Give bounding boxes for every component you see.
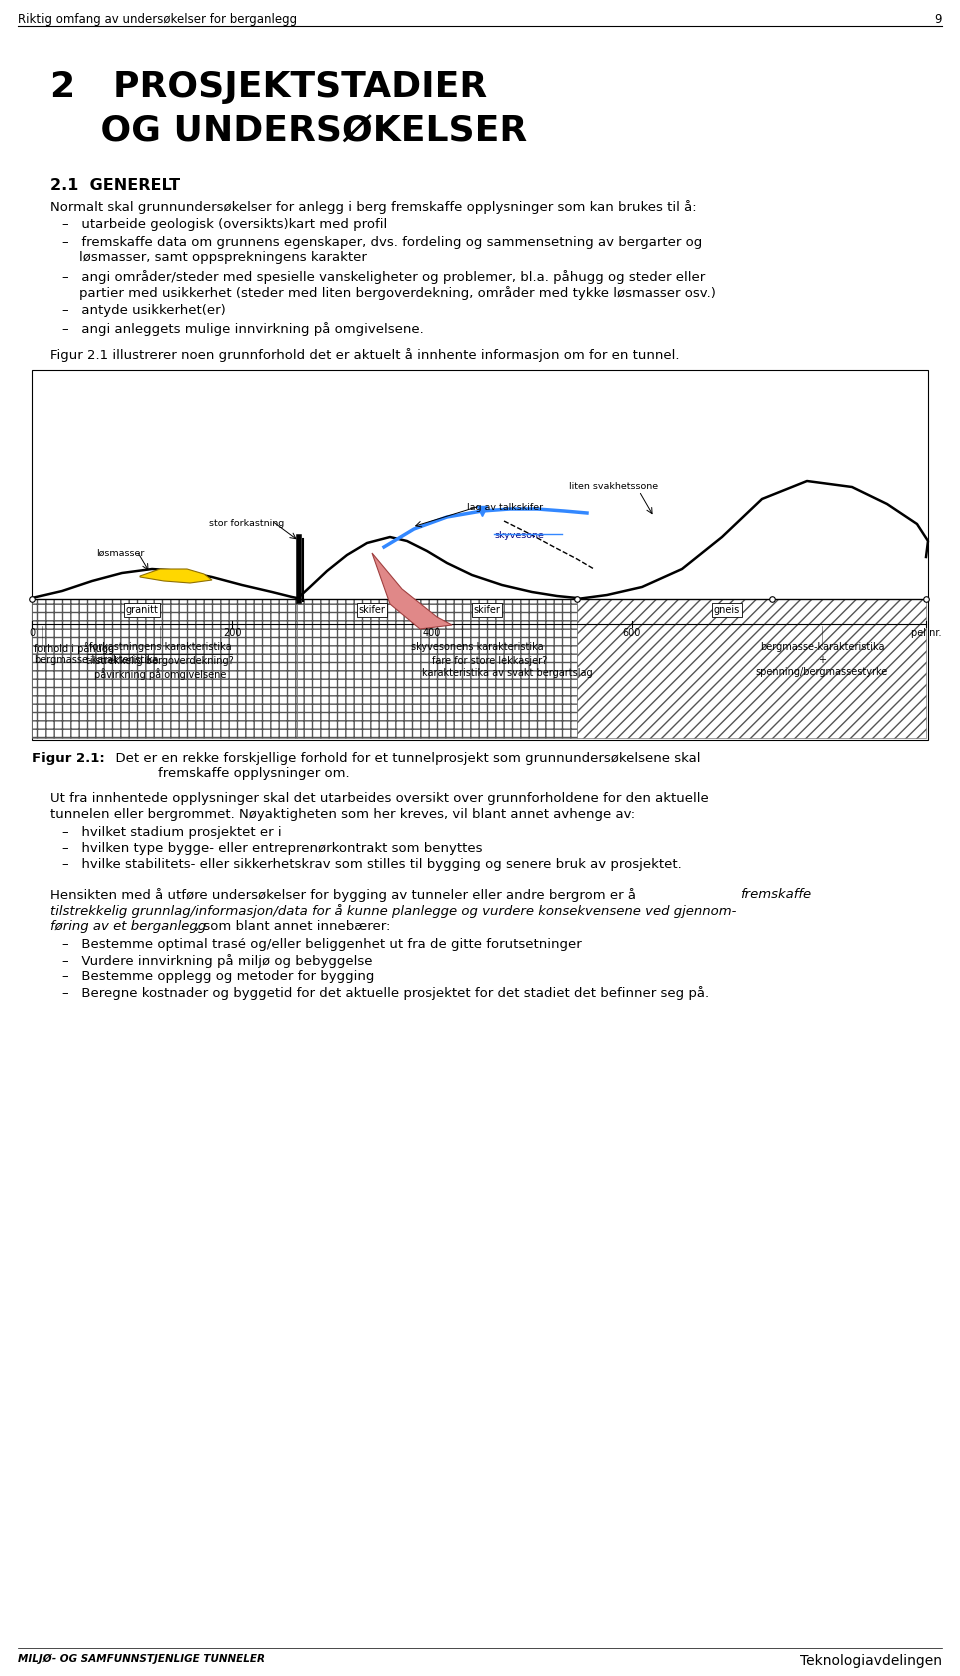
Text: tunnelen eller bergrommet. Nøyaktigheten som her kreves, vil blant annet avhenge: tunnelen eller bergrommet. Nøyaktigheten… <box>50 808 636 821</box>
Text: MILJØ- OG SAMFUNNSTJENLIGE TUNNELER: MILJØ- OG SAMFUNNSTJENLIGE TUNNELER <box>18 1654 265 1664</box>
Text: +: + <box>818 655 826 665</box>
Polygon shape <box>297 536 577 598</box>
Text: –   hvilket stadium prosjektet er i: – hvilket stadium prosjektet er i <box>62 826 281 840</box>
Text: løsmasser: løsmasser <box>96 550 144 558</box>
Text: fare for store lekkasjer?: fare for store lekkasjer? <box>432 655 547 665</box>
Polygon shape <box>577 598 926 737</box>
Text: Det er en rekke forskjellige forhold for et tunnelprosjekt som grunnundersøkelse: Det er en rekke forskjellige forhold for… <box>107 753 701 779</box>
Text: spenning/bergmassestyrke: spenning/bergmassestyrke <box>756 667 888 677</box>
Text: –   angi områder/steder med spesielle vanskeligheter og problemer, bl.a. påhugg : – angi områder/steder med spesielle vans… <box>62 270 716 300</box>
Text: –   Vurdere innvirkning på miljø og bebyggelse: – Vurdere innvirkning på miljø og bebygg… <box>62 954 372 969</box>
Text: forkastningens karakteristika: forkastningens karakteristika <box>88 642 231 652</box>
Text: –   hvilken type bygge- eller entreprenørkontrakt som benyttes: – hvilken type bygge- eller entreprenørk… <box>62 841 483 855</box>
Text: Figur 2.1:: Figur 2.1: <box>32 753 105 764</box>
Text: tilstrekkelig bergoverdekning?: tilstrekkelig bergoverdekning? <box>86 655 234 665</box>
Text: føring av et berganlegg: føring av et berganlegg <box>50 920 206 934</box>
Polygon shape <box>32 568 297 598</box>
Text: granitt: granitt <box>126 605 158 615</box>
Polygon shape <box>140 568 212 583</box>
Text: tilstrekkelig grunnlag/informasjon/data for å kunne planlegge og vurdere konsekv: tilstrekkelig grunnlag/informasjon/data … <box>50 903 736 918</box>
Polygon shape <box>372 553 452 628</box>
Text: påvirkning på omgivelsene: påvirkning på omgivelsene <box>94 669 227 680</box>
Polygon shape <box>32 598 297 737</box>
Text: pel nr.: pel nr. <box>911 628 941 639</box>
Text: Hensikten med å utføre undersøkelser for bygging av tunneler eller andre bergrom: Hensikten med å utføre undersøkelser for… <box>50 888 640 902</box>
Text: gneis: gneis <box>714 605 740 615</box>
Text: 600: 600 <box>623 628 641 639</box>
Text: skifer: skifer <box>359 605 385 615</box>
Text: –   Beregne kostnader og byggetid for det aktuelle prosjektet for det stadiet de: – Beregne kostnader og byggetid for det … <box>62 985 709 1001</box>
Text: –   hvilke stabilitets- eller sikkerhetskrav som stilles til bygging og senere b: – hvilke stabilitets- eller sikkerhetskr… <box>62 858 682 872</box>
Text: skyvesonens karakteristika: skyvesonens karakteristika <box>411 642 543 652</box>
Text: liten svakhetssone: liten svakhetssone <box>569 483 659 491</box>
Text: Normalt skal grunnundersøkelser for anlegg i berg fremskaffe opplysninger som ka: Normalt skal grunnundersøkelser for anle… <box>50 199 697 215</box>
Text: 9: 9 <box>934 13 942 27</box>
Text: –   utarbeide geologisk (oversikts)kart med profil: – utarbeide geologisk (oversikts)kart me… <box>62 218 387 231</box>
Text: Riktig omfang av undersøkelser for berganlegg: Riktig omfang av undersøkelser for berga… <box>18 13 298 27</box>
Text: 0: 0 <box>29 628 36 639</box>
Text: Ut fra innhentede opplysninger skal det utarbeides oversikt over grunnforholdene: Ut fra innhentede opplysninger skal det … <box>50 793 708 804</box>
Text: skifer: skifer <box>473 605 500 615</box>
Text: skyvesone: skyvesone <box>494 531 544 540</box>
Text: 400: 400 <box>422 628 442 639</box>
Text: –   Bestemme optimal trasé og/eller beliggenhet ut fra de gitte forutsetninger: – Bestemme optimal trasé og/eller beligg… <box>62 939 582 950</box>
Text: fremskaffe: fremskaffe <box>740 888 811 902</box>
Bar <box>32 370 928 741</box>
Text: lag av talkskifer: lag av talkskifer <box>467 503 543 511</box>
Polygon shape <box>297 598 577 737</box>
Text: bergmasse-karakteristika: bergmasse-karakteristika <box>34 655 158 665</box>
Text: OG UNDERSØKELSER: OG UNDERSØKELSER <box>50 116 527 149</box>
Text: bergmasse-karakteristika: bergmasse-karakteristika <box>759 642 884 652</box>
Text: 2.1  GENERELT: 2.1 GENERELT <box>50 178 180 193</box>
Text: forhold i påhugg: forhold i påhugg <box>34 642 114 654</box>
Text: Figur 2.1 illustrerer noen grunnforhold det er aktuelt å innhente informasjon om: Figur 2.1 illustrerer noen grunnforhold … <box>50 349 680 362</box>
Text: , som blant annet innebærer:: , som blant annet innebærer: <box>195 920 391 934</box>
Text: –   antyde usikkerhet(er): – antyde usikkerhet(er) <box>62 303 226 317</box>
Polygon shape <box>577 481 928 598</box>
Text: –   fremskaffe data om grunnens egenskaper, dvs. fordeling og sammensetning av b: – fremskaffe data om grunnens egenskaper… <box>62 236 703 265</box>
Text: –   Bestemme opplegg og metoder for bygging: – Bestemme opplegg og metoder for byggin… <box>62 970 374 984</box>
Text: karakteristika av svakt bergartslag: karakteristika av svakt bergartslag <box>422 669 592 679</box>
Text: –   angi anleggets mulige innvirkning på omgivelsene.: – angi anleggets mulige innvirkning på o… <box>62 322 423 335</box>
Text: Teknologiavdelingen: Teknologiavdelingen <box>800 1654 942 1668</box>
Text: stor forkastning: stor forkastning <box>209 520 284 528</box>
Text: 2   PROSJEKTSTADIER: 2 PROSJEKTSTADIER <box>50 70 488 104</box>
Text: 200: 200 <box>223 628 241 639</box>
